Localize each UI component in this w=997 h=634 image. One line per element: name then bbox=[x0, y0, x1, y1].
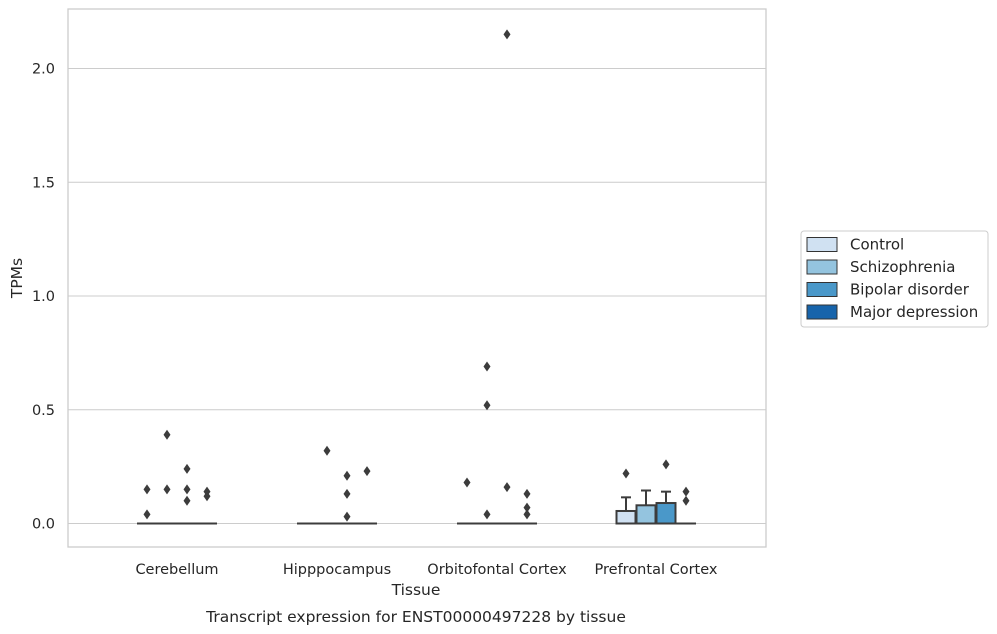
outlier-point bbox=[523, 488, 531, 499]
legend-swatch bbox=[806, 282, 838, 297]
outlier-points bbox=[143, 29, 690, 522]
legend-label: Schizophrenia bbox=[850, 258, 955, 276]
legend: Control Schizophrenia Bipolar disorder Majo… bbox=[800, 230, 989, 328]
outlier-point bbox=[183, 463, 191, 474]
box-body bbox=[615, 509, 637, 525]
outlier-point bbox=[163, 429, 171, 440]
y-gridlines bbox=[68, 67, 766, 525]
y-axis-title: TPMs bbox=[8, 258, 26, 299]
outlier-point bbox=[483, 509, 491, 520]
box-schizophrenia bbox=[635, 489, 657, 525]
outlier-point bbox=[343, 470, 351, 481]
y-tick-label: 2.0 bbox=[32, 62, 55, 78]
legend-swatch bbox=[806, 259, 838, 275]
outlier-point bbox=[622, 468, 630, 479]
x-axis-title: Tissue bbox=[391, 581, 441, 599]
y-tick-label: 0.0 bbox=[32, 517, 55, 533]
x-tick-labels: Cerebellum Hipppocampus Orbitofontal Corte… bbox=[135, 562, 717, 578]
box-body bbox=[655, 502, 677, 525]
outlier-point bbox=[463, 477, 471, 488]
outlier-point bbox=[163, 484, 171, 495]
boxes bbox=[137, 489, 696, 525]
legend-label: Major depression bbox=[850, 303, 978, 321]
legend-label: Control bbox=[850, 236, 904, 254]
box-bipolar-disorder bbox=[655, 490, 677, 525]
outlier-point bbox=[143, 484, 151, 495]
outlier-point bbox=[682, 486, 690, 497]
legend-label: Bipolar disorder bbox=[850, 281, 970, 299]
outlier-point bbox=[343, 511, 351, 522]
plot-frame bbox=[67, 8, 767, 548]
outlier-point bbox=[483, 361, 491, 372]
box-control bbox=[615, 496, 637, 525]
y-tick-label: 0.5 bbox=[32, 403, 55, 419]
legend-swatch bbox=[806, 304, 838, 320]
outlier-point bbox=[662, 459, 670, 470]
x-tick-label: Prefrontal Cortex bbox=[595, 562, 718, 578]
chart-caption: Transcript expression for ENST0000049722… bbox=[205, 608, 626, 626]
outlier-point bbox=[323, 445, 331, 456]
legend-swatch bbox=[806, 237, 838, 252]
outlier-point bbox=[523, 502, 531, 513]
outlier-point bbox=[343, 488, 351, 499]
x-tick-label: Cerebellum bbox=[135, 562, 218, 578]
x-tick-label: Hipppocampus bbox=[283, 562, 391, 578]
y-tick-label: 1.0 bbox=[32, 289, 55, 305]
outlier-point bbox=[363, 466, 371, 477]
outlier-point bbox=[503, 29, 511, 40]
y-tick-label: 1.5 bbox=[32, 175, 55, 191]
outlier-point bbox=[203, 486, 211, 497]
outlier-point bbox=[183, 484, 191, 495]
legend-frame bbox=[800, 230, 989, 328]
outlier-point bbox=[183, 495, 191, 506]
outlier-point bbox=[483, 400, 491, 411]
outlier-point bbox=[682, 495, 690, 506]
outlier-point bbox=[503, 482, 511, 493]
outlier-point bbox=[523, 509, 531, 520]
outlier-point bbox=[143, 509, 151, 520]
box-body bbox=[635, 504, 657, 525]
y-tick-labels: 0.0 0.5 1.0 1.5 2.0 bbox=[32, 62, 55, 533]
x-tick-label: Orbitofontal Cortex bbox=[427, 562, 567, 578]
